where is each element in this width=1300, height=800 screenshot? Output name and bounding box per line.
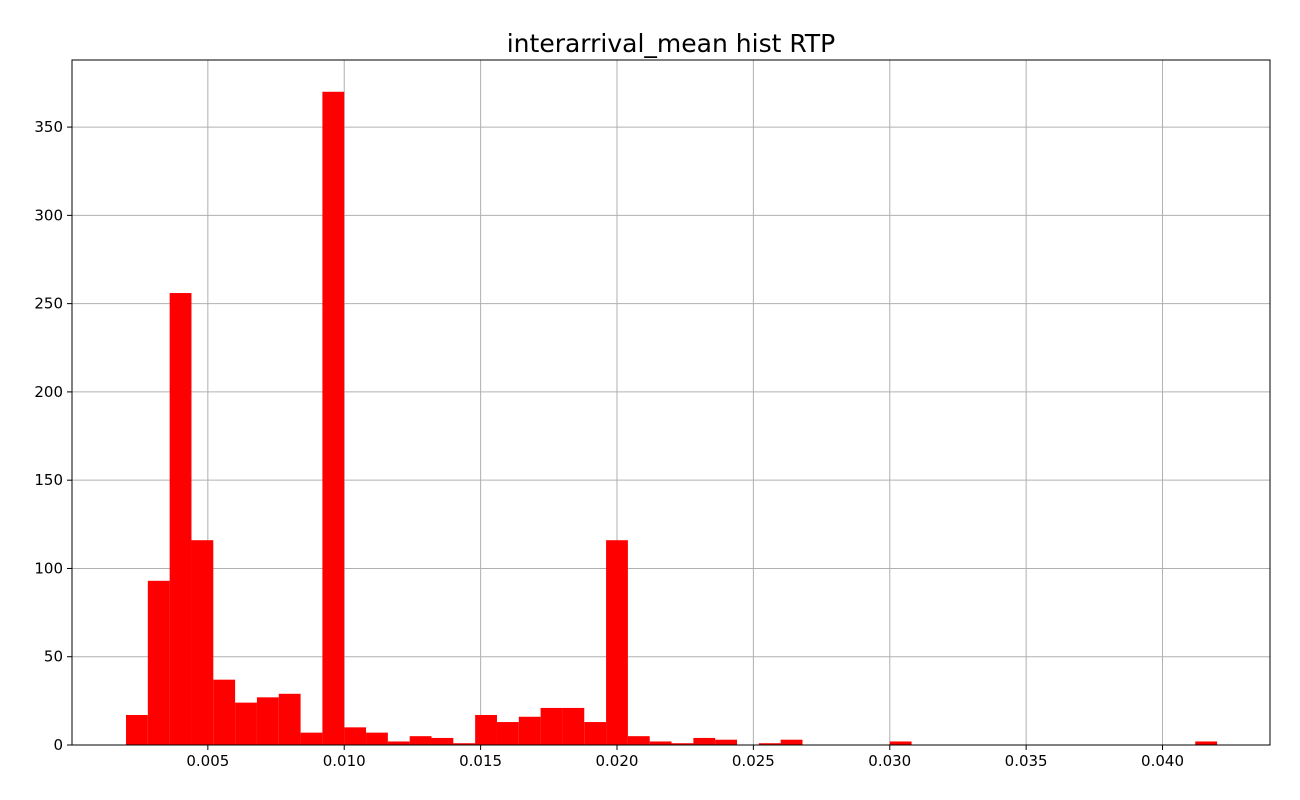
histogram-bar (453, 743, 476, 745)
y-gridlines (72, 126, 1270, 746)
x-tick-label: 0.015 (459, 752, 502, 770)
histogram-bar (584, 722, 607, 745)
histogram-bar (693, 737, 716, 745)
histogram-bar (235, 702, 257, 745)
histogram-bar (300, 732, 323, 745)
histogram-bar (540, 707, 563, 745)
histogram-bar (562, 707, 585, 745)
histogram-bar (191, 540, 214, 745)
x-axis: 0.005 0.010 0.015 0.020 0.025 0.030 0.035 0.040 (186, 745, 1184, 770)
histogram-bar (649, 741, 672, 745)
histogram-bar (431, 737, 454, 745)
y-axis: 0 50 100 150 200 250 300 350 (34, 118, 72, 754)
histogram-bar (366, 732, 388, 745)
histogram-bar (126, 714, 148, 745)
histogram-bar (671, 743, 694, 745)
histogram-bar (1195, 741, 1218, 745)
y-tick-label: 350 (34, 118, 63, 136)
x-tick-label: 0.010 (323, 752, 366, 770)
histogram-bar (344, 727, 367, 745)
x-tick-label: 0.005 (186, 752, 229, 770)
histogram-bar (715, 739, 738, 745)
y-tick-label: 100 (34, 559, 63, 577)
y-tick-label: 200 (34, 383, 63, 401)
x-tick-label: 0.040 (1141, 752, 1184, 770)
plot-area-frame (71, 59, 1271, 746)
histogram-bar (889, 741, 912, 745)
histogram-bar (256, 697, 279, 745)
y-tick-label: 250 (34, 295, 63, 313)
histogram-bar (475, 714, 497, 745)
y-tick-label: 150 (34, 471, 63, 489)
histogram-bar (496, 722, 519, 745)
histogram-bar (627, 736, 650, 745)
x-tick-label: 0.030 (868, 752, 911, 770)
histogram-bar (518, 716, 541, 745)
x-tick-label: 0.035 (1005, 752, 1048, 770)
x-tick-label: 0.025 (732, 752, 775, 770)
x-tick-label: 0.020 (596, 752, 639, 770)
histogram-bars (126, 91, 1218, 746)
y-tick-label: 0 (53, 736, 63, 754)
histogram-bar (278, 693, 301, 745)
y-tick-label: 50 (44, 648, 63, 666)
y-tick-label: 300 (34, 206, 63, 224)
x-gridlines (207, 60, 1164, 745)
histogram-bar (169, 293, 192, 745)
histogram-bar (322, 91, 345, 746)
histogram-bar (409, 736, 432, 745)
histogram-bar (213, 679, 236, 745)
histogram-bar (387, 741, 410, 745)
histogram-bar (147, 580, 170, 745)
histogram-bar (758, 743, 781, 745)
chart-title: interarrival_mean hist RTP (507, 29, 836, 58)
histogram-bar (606, 540, 628, 745)
histogram-bar (780, 739, 803, 745)
